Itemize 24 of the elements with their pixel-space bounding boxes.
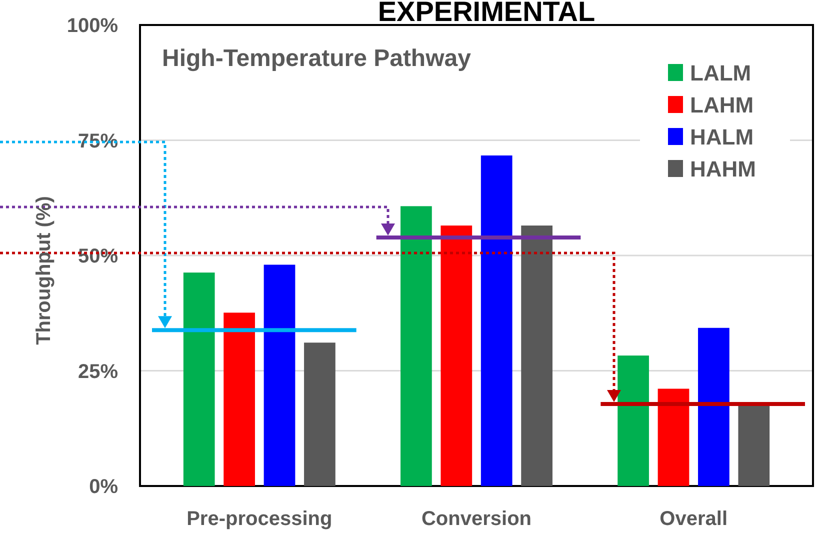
- bar: [658, 388, 690, 486]
- chart-title: EXPERIMENTAL: [378, 0, 596, 27]
- y-tick-label: 25%: [78, 360, 118, 383]
- x-tick-label: Conversion: [421, 508, 532, 530]
- legend-label: LALM: [690, 60, 752, 86]
- bar: [304, 342, 336, 486]
- legend-label: HAHM: [690, 156, 756, 182]
- legend-label: LAHM: [690, 92, 754, 118]
- bar: [183, 272, 215, 486]
- y-tick-label: 100%: [66, 15, 118, 37]
- bar: [521, 226, 552, 486]
- bar: [618, 356, 649, 486]
- text: High-Temperature Pathway: [162, 45, 472, 72]
- bar: [400, 206, 432, 486]
- bar: [440, 226, 472, 486]
- x-tick-label: Pre-processing: [186, 508, 332, 530]
- x-tick-label: Overall: [660, 508, 728, 530]
- y-axis-title: Throughput (%): [33, 196, 55, 345]
- y-tick-label: 0%: [89, 476, 118, 498]
- legend-label: HALM: [690, 124, 754, 150]
- bar: [224, 312, 255, 486]
- bar: [698, 328, 730, 486]
- bar: [480, 155, 512, 486]
- bar: [264, 264, 296, 486]
